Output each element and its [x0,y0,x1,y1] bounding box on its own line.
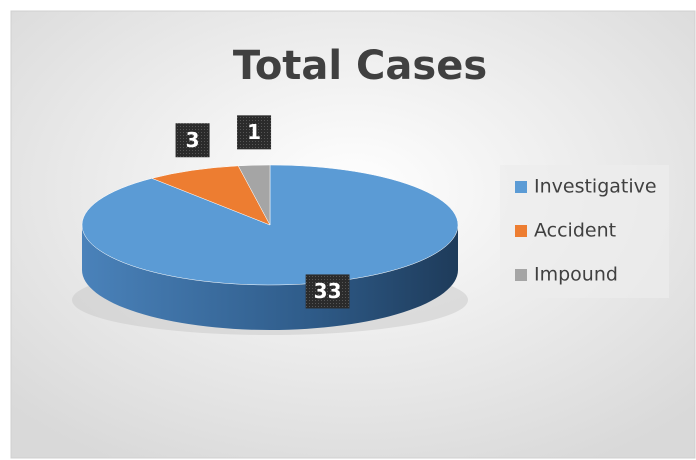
data-label-box [305,274,350,309]
data-labels: 333 1 [175,115,350,309]
data-label: 1 [237,115,272,150]
legend: Investigative Accident Impound [515,176,657,286]
data-label-text: 3 [186,128,200,152]
slice-side [82,225,458,330]
data-label-text: 1 [247,120,261,144]
data-label: 3 [175,123,210,158]
legend-swatch [515,269,527,281]
legend-label: Impound [534,264,618,286]
slice [237,164,271,226]
pie [81,164,459,330]
legend-label: Accident [534,220,616,242]
legend-label: Investigative [534,176,657,198]
data-label-text: 33 [314,279,342,303]
slice [151,165,271,226]
data-label-box [237,115,272,150]
chart-title: Total Cases [233,43,487,89]
data-label: 33 [305,274,350,309]
legend-swatch [515,225,527,237]
data-label-box [175,123,210,158]
legend-box [500,165,669,298]
legend-swatch [515,181,527,193]
